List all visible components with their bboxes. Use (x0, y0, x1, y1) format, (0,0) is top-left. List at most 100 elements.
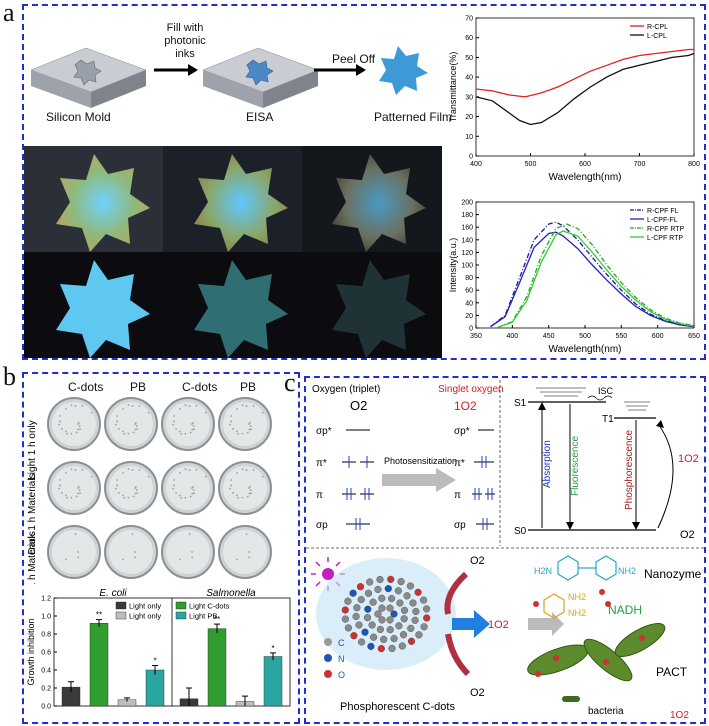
petri-dish-agar (109, 530, 153, 574)
colony (127, 432, 130, 435)
colony (74, 533, 77, 535)
flower-photo-6 (332, 260, 426, 358)
legend-label: R-CPF RTP (647, 226, 685, 233)
atom (369, 633, 378, 641)
x-axis-label: Wavelength(nm) (549, 344, 622, 355)
atom (356, 583, 365, 591)
colony (248, 556, 251, 559)
atom (384, 585, 392, 593)
colony (172, 423, 174, 426)
legend-label: Light only (129, 602, 161, 611)
colony (75, 431, 78, 434)
atom (350, 632, 358, 640)
colony (229, 487, 231, 490)
colony (172, 487, 174, 490)
atom (352, 612, 360, 621)
colony (235, 430, 238, 433)
colony (180, 432, 183, 435)
colony (136, 428, 139, 431)
atom (374, 610, 382, 618)
atom (400, 615, 408, 623)
colony (193, 428, 196, 431)
y-tick-label: 0.6 (41, 650, 51, 657)
atom (376, 575, 384, 584)
colony (134, 492, 137, 495)
svg-text:T1: T1 (602, 414, 614, 425)
colony (77, 486, 80, 488)
svg-text:π: π (316, 490, 323, 501)
colony (230, 484, 233, 487)
colony (65, 472, 68, 474)
y-tick-label: 50 (465, 55, 473, 62)
colony (184, 432, 187, 435)
colony (245, 469, 248, 471)
atom (341, 615, 350, 623)
atom (399, 631, 408, 639)
singlet-oxygen-label: Singlet oxygen (438, 384, 504, 395)
petri-dish-agar (166, 402, 210, 446)
atom (380, 635, 388, 644)
y-tick-label: 30 (465, 94, 473, 101)
tmb-molecule (557, 555, 617, 581)
colony (237, 496, 240, 499)
atom (386, 604, 394, 612)
svg-text:N: N (338, 654, 345, 664)
colony (248, 486, 251, 488)
atom (409, 599, 417, 607)
colony (122, 472, 125, 474)
pact-label: PACT (656, 665, 688, 679)
colony (134, 551, 136, 553)
colony (195, 468, 198, 471)
atom (355, 621, 363, 629)
colony (184, 404, 187, 407)
legend-swatch (175, 601, 187, 610)
o2-top-label: O2 (470, 555, 485, 567)
colony (116, 415, 119, 417)
colony (184, 496, 187, 499)
legend-label: L-CPF-FL (647, 217, 678, 224)
patterned-film-flower (379, 46, 428, 95)
colony (115, 423, 117, 426)
y-tick-label: 120 (461, 250, 473, 257)
colony (248, 428, 251, 431)
atom (411, 616, 419, 624)
colony (79, 428, 82, 431)
colony (131, 469, 134, 471)
colony (135, 489, 138, 491)
svg-text:σp*: σp* (316, 426, 332, 437)
colony (59, 420, 62, 423)
atom (367, 642, 375, 651)
colony (230, 479, 233, 481)
y-tick-label: 0 (469, 326, 473, 333)
y-tick-label: 10 (465, 134, 473, 141)
colony (184, 468, 187, 471)
colony (61, 428, 63, 430)
svg-text:H2N: H2N (534, 566, 552, 576)
colony (204, 475, 207, 478)
colony (58, 423, 60, 426)
orbital-levels-right: σp* π* π σp (454, 426, 495, 531)
x-tick-label: 800 (688, 161, 700, 168)
singlet-blue-arrow (452, 610, 490, 638)
colony (191, 556, 194, 559)
petri-dish-agar (109, 402, 153, 446)
step2-label: EISA (246, 110, 274, 124)
atom (395, 622, 403, 630)
colony (147, 411, 150, 414)
colony (64, 430, 67, 433)
svg-text:S0: S0 (514, 526, 527, 537)
colony (115, 487, 117, 490)
atom (394, 587, 403, 595)
atom (366, 578, 374, 586)
svg-text:ISC: ISC (598, 386, 614, 396)
colony (246, 495, 249, 498)
panel-c-frame (304, 376, 706, 724)
colony (250, 492, 253, 495)
panel-letter-c: c (284, 368, 296, 397)
x-tick-label: 350 (470, 333, 482, 340)
legend-swatch (115, 611, 127, 620)
colony (189, 495, 192, 498)
series-line-l-cpl (475, 52, 695, 126)
petri-dish-agar (52, 402, 96, 446)
colony (70, 404, 73, 407)
